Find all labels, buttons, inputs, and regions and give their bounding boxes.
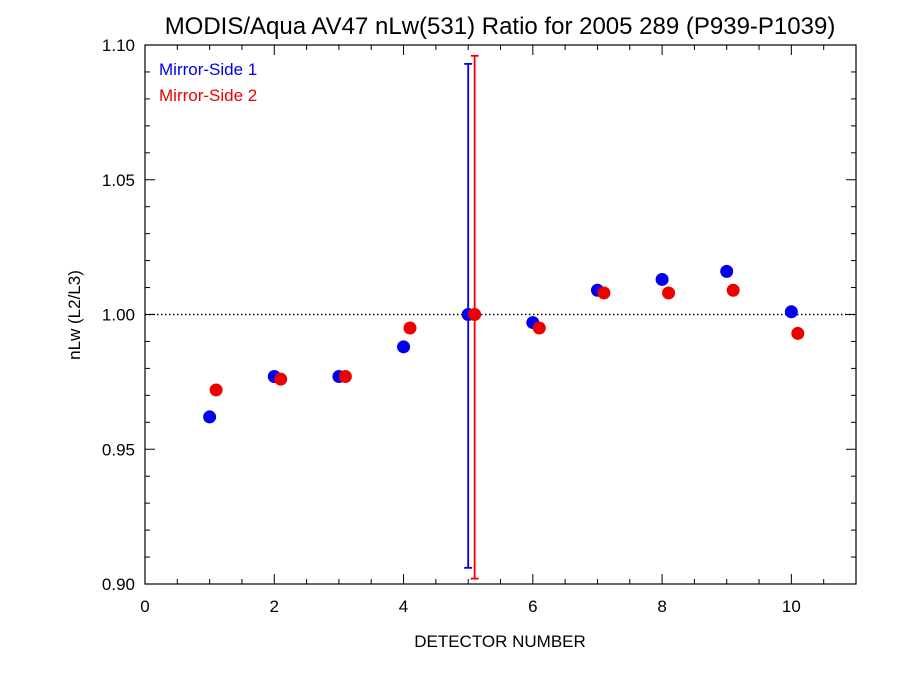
- x-tick-label: 4: [399, 597, 408, 616]
- data-point-series-2: [403, 321, 417, 335]
- data-point-series-2: [662, 286, 676, 300]
- x-tick-labels: 0 2 4 6 8 10: [140, 597, 801, 616]
- y-tick-label: 1.00: [102, 306, 135, 325]
- y-tick-label: 0.90: [102, 575, 135, 594]
- data-point-series-2: [726, 283, 740, 297]
- x-tick-label: 2: [270, 597, 279, 616]
- legend-mirror-side-1: Mirror-Side 1: [159, 60, 257, 79]
- y-tick-labels: 0.90 0.95 1.00 1.05 1.10: [102, 36, 135, 594]
- chart-title: MODIS/Aqua AV47 nLw(531) Ratio for 2005 …: [165, 13, 836, 40]
- data-point-series-2: [791, 326, 805, 340]
- data-point-series-1: [655, 272, 669, 286]
- y-tick-label: 0.95: [102, 440, 135, 459]
- y-tick-label: 1.05: [102, 171, 135, 190]
- x-tick-label: 6: [528, 597, 537, 616]
- x-axis-label: DETECTOR NUMBER: [414, 632, 586, 651]
- data-point-series-2: [209, 383, 223, 397]
- x-tick-label: 10: [782, 597, 801, 616]
- data-point-series-2: [468, 308, 482, 321]
- legend-mirror-side-2: Mirror-Side 2: [159, 86, 257, 105]
- data-point-series-1: [203, 410, 217, 424]
- data-point-series-2: [532, 321, 546, 335]
- data-point-series-1: [397, 340, 411, 354]
- data-point-series-2: [597, 286, 611, 300]
- x-tick-label: 0: [140, 597, 149, 616]
- y-axis-label: nLw (L2/L3): [65, 270, 84, 360]
- data-point-series-2: [338, 369, 352, 383]
- data-point-series-2: [274, 372, 288, 386]
- data-point-series-1: [784, 305, 798, 319]
- y-tick-label: 1.10: [102, 36, 135, 55]
- data-points: [203, 264, 805, 424]
- data-point-series-1: [720, 264, 734, 278]
- tick-marks: [144, 44, 857, 585]
- x-tick-label: 8: [657, 597, 666, 616]
